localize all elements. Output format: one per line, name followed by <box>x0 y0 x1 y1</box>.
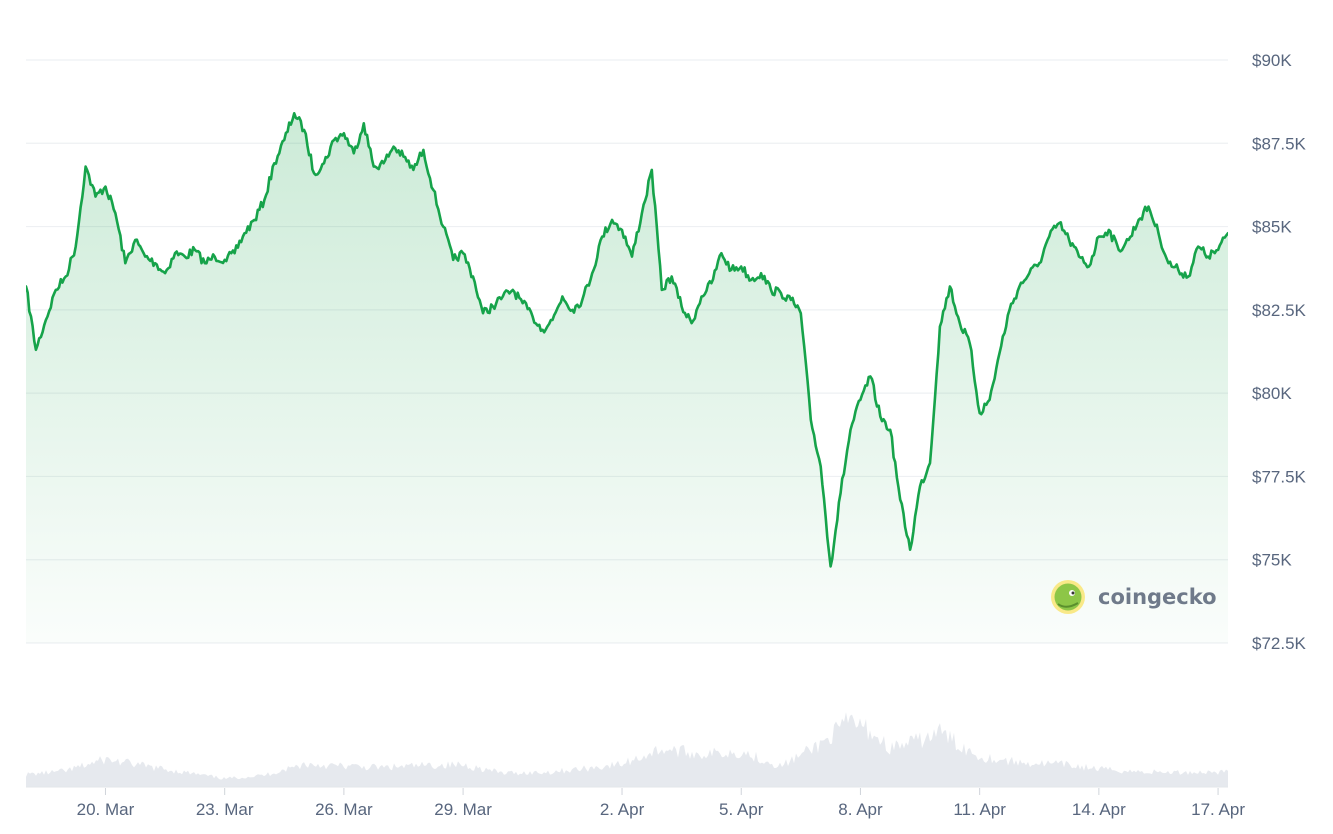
gecko-logo-icon <box>1051 580 1085 614</box>
y-tick-label: $80K <box>1252 384 1292 403</box>
watermark-text: coingecko <box>1098 585 1217 609</box>
y-tick-label: $85K <box>1252 218 1292 237</box>
x-tick-label: 11. Apr <box>953 800 1006 819</box>
price-series <box>26 112 1228 568</box>
price-area <box>26 113 1228 644</box>
y-tick-label: $87.5K <box>1252 134 1307 153</box>
x-tick-label: 26. Mar <box>315 800 373 819</box>
y-tick-label: $75K <box>1252 551 1292 570</box>
y-axis: $90K $87.5K $85K $82.5K $80K $77.5K $75K $72.5K <box>1252 51 1307 653</box>
volume-chart <box>26 712 1228 788</box>
x-tick-label: 2. Apr <box>600 800 645 819</box>
price-area-fill <box>26 113 1228 644</box>
y-tick-label: $82.5K <box>1252 301 1307 320</box>
y-tick-label: $72.5K <box>1252 634 1307 653</box>
x-tick-label: 14. Apr <box>1072 800 1126 819</box>
price-line <box>26 112 1228 568</box>
x-tick-label: 5. Apr <box>719 800 764 819</box>
x-tick-label: 23. Mar <box>196 800 254 819</box>
volume-area <box>26 712 1228 787</box>
coingecko-watermark: coingecko <box>1051 580 1217 614</box>
x-axis: 20. Mar 23. Mar 26. Mar 29. Mar 2. Apr 5. Apr… <box>77 788 1245 819</box>
y-tick-label: $90K <box>1252 51 1292 70</box>
x-tick-label: 8. Apr <box>838 800 883 819</box>
x-tick-label: 29. Mar <box>434 800 492 819</box>
x-tick-label: 17. Apr <box>1191 800 1245 819</box>
y-tick-label: $77.5K <box>1252 467 1307 486</box>
x-tick-label: 20. Mar <box>77 800 135 819</box>
